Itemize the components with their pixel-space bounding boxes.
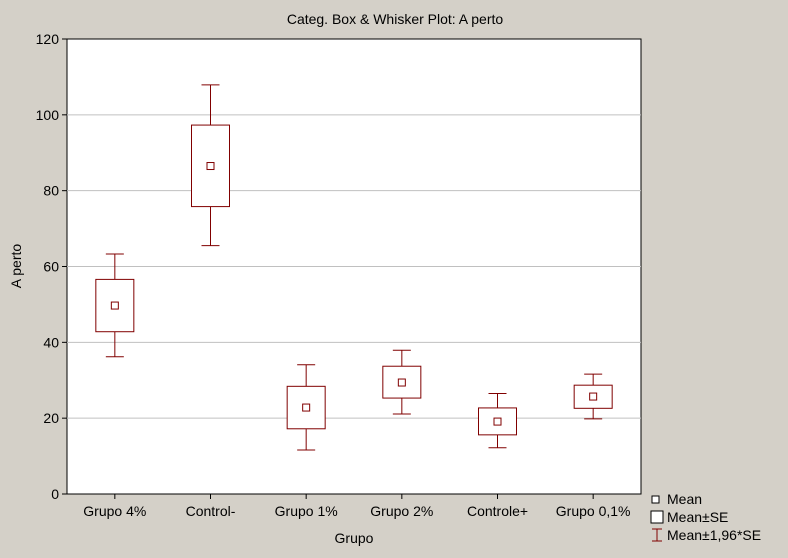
legend-mean-symbol	[651, 495, 660, 504]
y-axis-label: A perto	[8, 244, 24, 289]
x-tick-label: Grupo 2%	[370, 503, 433, 519]
x-tick-label: Grupo 4%	[83, 503, 146, 519]
se-box	[95, 278, 135, 333]
box-group	[478, 393, 517, 449]
mean-marker	[110, 301, 119, 310]
y-tick-label: 40	[43, 334, 59, 350]
box-group	[573, 373, 613, 420]
legend: Mean Mean±SE Mean±1,96*SE	[650, 491, 761, 543]
y-tick-label: 20	[43, 410, 59, 426]
x-tick-label: Grupo 1%	[275, 503, 338, 519]
x-tick-label: Grupo 0,1%	[556, 503, 631, 519]
legend-se-symbol	[650, 510, 664, 524]
x-axis-label: Grupo	[335, 530, 374, 546]
box-group	[382, 349, 422, 415]
mean-marker	[206, 162, 215, 171]
chart-title: Categ. Box & Whisker Plot: A perto	[287, 11, 504, 27]
x-axis: Grupo 4% Control- Grupo 1% Grupo 2% Controle…	[83, 494, 631, 519]
box-group	[286, 364, 326, 451]
x-tick-label: Controle+	[467, 503, 528, 519]
y-tick-label: 0	[51, 486, 59, 502]
se-box	[382, 365, 422, 399]
legend-ci-label: Mean±1,96*SE	[667, 527, 761, 543]
y-tick-label: 100	[36, 107, 60, 123]
mean-marker	[589, 392, 598, 401]
x-tick-label: Control-	[186, 503, 236, 519]
y-axis: 0 20 40 60 80 100 120	[36, 31, 67, 502]
series	[95, 84, 613, 451]
mean-marker	[302, 403, 311, 412]
box-group	[191, 84, 230, 247]
mean-marker	[397, 378, 406, 387]
box-group	[95, 253, 135, 358]
y-tick-label: 60	[43, 259, 59, 275]
y-tick-label: 80	[43, 183, 59, 199]
grid-lines	[67, 114, 641, 419]
legend-mean-label: Mean	[667, 491, 702, 507]
mean-marker	[493, 417, 502, 426]
y-tick-label: 120	[36, 31, 60, 47]
legend-se-label: Mean±SE	[667, 509, 728, 525]
